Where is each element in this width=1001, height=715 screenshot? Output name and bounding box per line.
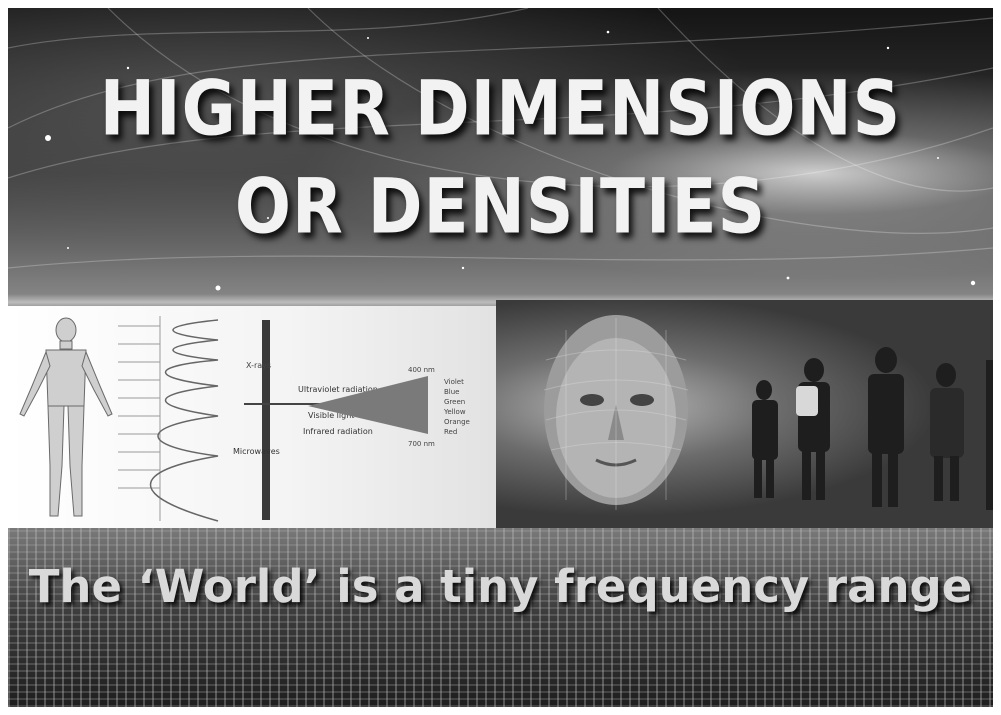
label-400nm: 400 nm	[408, 366, 435, 374]
label-orange: Orange	[444, 418, 470, 426]
wave-curve	[150, 319, 219, 522]
label-yellow: Yellow	[443, 408, 466, 416]
crowd-silhouettes	[752, 347, 993, 510]
backpack-figure	[796, 386, 818, 416]
label-x-rays: X-rays	[246, 361, 271, 370]
label-blue: Blue	[444, 388, 460, 396]
wireframe-face-icon	[543, 315, 689, 510]
label-microwaves: Microwaves	[233, 447, 280, 456]
spectrum-diagram: X-rays Ultraviolet radiation Visible lig…	[19, 316, 470, 522]
face-and-crowd	[543, 315, 993, 510]
label-700nm: 700 nm	[408, 440, 435, 448]
title-line-1: HIGHER DIMENSIONS	[99, 64, 902, 153]
starfield-sky	[8, 8, 993, 308]
visible-light-wedge	[308, 376, 428, 434]
title-line-2: OR DENSITIES	[234, 162, 767, 251]
spectrum-panel: X-rays Ultraviolet radiation Visible lig…	[8, 306, 496, 528]
label-ultraviolet: Ultraviolet radiation	[298, 385, 378, 394]
label-infrared: Infrared radiation	[303, 427, 373, 436]
label-green: Green	[444, 398, 465, 406]
photo-panel	[496, 300, 993, 536]
poster-image: HIGHER DIMENSIONS OR DENSITIES	[8, 8, 993, 707]
label-visible: Visible light	[308, 411, 354, 420]
data-grid-floor	[8, 528, 993, 707]
label-red: Red	[444, 428, 457, 436]
caption: The ‘World’ is a tiny frequency range	[28, 560, 973, 613]
human-figure-icon	[19, 317, 113, 517]
label-violet: Violet	[444, 378, 464, 386]
